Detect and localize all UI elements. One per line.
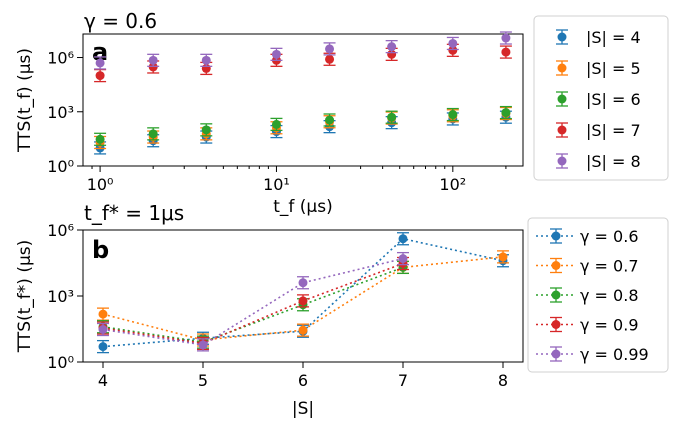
- b-data-point: [298, 278, 308, 288]
- b-x-tick-label: 6: [298, 371, 308, 390]
- b-data-point: [398, 254, 408, 264]
- panel-a-xlabel: t_f (μs): [273, 197, 333, 217]
- a-data-point: [501, 108, 511, 118]
- b-series-line: [102, 256, 504, 341]
- a-data-point: [501, 47, 511, 57]
- b-data-point: [98, 325, 108, 335]
- a-legend-frame: [533, 15, 669, 181]
- panel-b-legend: γ = 0.6 γ = 0.7 γ = 0.8 γ = 0.9 γ = 0.99: [527, 217, 669, 373]
- b-y-tick-label: 10⁶: [47, 221, 74, 240]
- a-legend-label: |S| = 8: [586, 152, 641, 171]
- a-data-point: [148, 62, 158, 72]
- b-data-point: [398, 234, 408, 244]
- a-legend-label: |S| = 5: [586, 59, 641, 78]
- a-y-tick-label: 10⁶: [47, 49, 74, 68]
- a-y-tick-label: 10⁰: [47, 157, 74, 176]
- b-x-tick-label: 5: [198, 371, 208, 390]
- b-legend-label: γ = 0.99: [580, 345, 649, 364]
- a-legend-label: |S| = 6: [586, 90, 641, 109]
- b-data-point: [298, 325, 308, 335]
- b-legend-label: γ = 0.6: [580, 227, 639, 246]
- a-x-tick-label: 10¹: [263, 175, 290, 194]
- a-data-point: [448, 38, 458, 48]
- a-data-point: [448, 110, 458, 120]
- b-legend-frame: [527, 217, 669, 373]
- b-x-tick-label: 7: [398, 371, 408, 390]
- b-data-point: [198, 340, 208, 350]
- panel-a-series: [94, 31, 512, 155]
- panel-b-series: [97, 232, 509, 354]
- b-legend-marker: [551, 231, 561, 241]
- a-y-tick-label: 10³: [47, 103, 74, 122]
- a-data-point: [325, 115, 335, 125]
- a-data-point: [148, 129, 158, 139]
- a-x-tick-label: 10⁰: [87, 175, 114, 194]
- b-legend-label: γ = 0.9: [580, 316, 639, 335]
- b-legend-marker: [551, 261, 561, 270]
- panel-a: γ = 0.6 a 10⁰ 10¹ 10² 10⁰ 10³ 10⁶ t_f (μs) TT…: [15, 9, 669, 217]
- a-data-point: [95, 58, 105, 68]
- b-series-line: [102, 257, 404, 346]
- a-data-point: [148, 55, 158, 65]
- b-legend-label: γ = 0.8: [580, 286, 639, 305]
- b-data-point: [98, 309, 108, 319]
- a-data-point: [387, 112, 397, 122]
- b-data-point: [498, 252, 508, 262]
- b-y-tick-label: 10³: [47, 287, 74, 306]
- a-legend-marker: [557, 63, 567, 73]
- a-data-point: [501, 33, 511, 43]
- panel-b-ticks: 4 5 6 7 8 10⁰ 10³ 10⁶: [47, 221, 508, 390]
- a-data-point: [95, 134, 105, 144]
- b-y-tick-label: 10⁰: [47, 353, 74, 372]
- a-data-point: [271, 119, 281, 129]
- b-legend-marker: [551, 290, 561, 300]
- a-legend-marker: [557, 125, 567, 135]
- panel-b: t_f* = 1μs b 4 5 6 7 8 10⁰ 10³ 10⁶ |S| TTS(t_f*…: [15, 201, 669, 419]
- a-data-point: [325, 54, 335, 64]
- a-data-point: [201, 125, 211, 135]
- panel-b-letter: b: [92, 236, 109, 264]
- b-series-line: [102, 266, 404, 343]
- b-legend-marker: [551, 320, 561, 329]
- a-data-point: [201, 55, 211, 65]
- b-legend-marker: [551, 349, 561, 359]
- a-data-point: [271, 49, 281, 59]
- b-legend-label: γ = 0.7: [580, 257, 639, 276]
- a-legend-marker: [557, 94, 567, 104]
- a-data-point: [448, 45, 458, 55]
- a-legend-label: |S| = 7: [586, 121, 641, 140]
- a-data-point: [325, 44, 335, 54]
- panel-b-ylabel: TTS(t_f*) (μs): [15, 240, 35, 354]
- panel-b-title: t_f* = 1μs: [84, 201, 184, 225]
- b-data-point: [98, 342, 108, 352]
- b-series-line: [102, 262, 404, 345]
- b-x-tick-label: 4: [98, 371, 108, 390]
- panel-a-letter: a: [92, 38, 108, 66]
- a-legend-label: |S| = 4: [586, 28, 641, 47]
- a-data-point: [95, 71, 105, 81]
- panel-b-xlabel: |S|: [292, 399, 314, 419]
- b-data-point: [298, 296, 308, 306]
- a-x-tick-label: 10²: [439, 175, 466, 194]
- panel-a-ticks: 10⁰ 10¹ 10² 10⁰ 10³ 10⁶: [47, 49, 507, 194]
- a-legend-marker: [557, 32, 567, 42]
- b-x-tick-label: 8: [498, 371, 508, 390]
- panel-a-ylabel: TTS(t_f) (μs): [15, 48, 35, 153]
- a-data-point: [387, 42, 397, 52]
- panel-a-legend: |S| = 4 |S| = 5 |S| = 6 |S| = 7 |S| = 8: [533, 15, 669, 181]
- panel-a-plot-area: [82, 33, 524, 167]
- a-legend-marker: [557, 156, 567, 166]
- panel-a-title: γ = 0.6: [84, 9, 157, 33]
